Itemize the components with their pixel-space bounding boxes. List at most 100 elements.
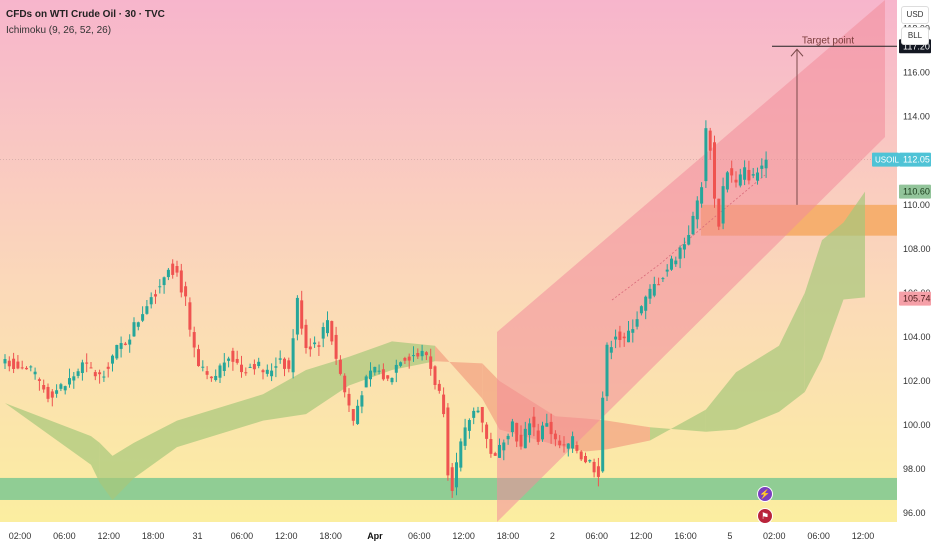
candle[interactable]	[700, 182, 704, 208]
candle[interactable]	[390, 377, 394, 385]
candle[interactable]	[747, 160, 751, 185]
candle[interactable]	[98, 369, 102, 384]
candle[interactable]	[244, 367, 248, 376]
candle[interactable]	[261, 368, 265, 380]
candle[interactable]	[252, 359, 256, 375]
indicator-legend[interactable]: Ichimoku (9, 26, 52, 26)	[6, 25, 112, 36]
candle[interactable]	[553, 430, 557, 447]
candle[interactable]	[356, 399, 360, 425]
candle[interactable]	[485, 422, 489, 449]
candle[interactable]	[420, 344, 424, 361]
candle[interactable]	[334, 326, 338, 365]
candle[interactable]	[476, 406, 480, 414]
unit-button[interactable]: BLL	[901, 27, 929, 45]
candle[interactable]	[412, 346, 415, 362]
candle[interactable]	[652, 276, 656, 298]
candle[interactable]	[386, 375, 390, 382]
candle[interactable]	[3, 354, 7, 369]
candle[interactable]	[424, 351, 428, 361]
candle[interactable]	[158, 279, 162, 294]
candle[interactable]	[300, 290, 304, 335]
candle[interactable]	[377, 364, 381, 375]
candle[interactable]	[618, 325, 622, 348]
candle[interactable]	[493, 451, 497, 456]
candle[interactable]	[274, 357, 278, 378]
candle[interactable]	[166, 267, 170, 281]
candle[interactable]	[571, 431, 575, 453]
candle[interactable]	[123, 341, 127, 346]
candle[interactable]	[717, 198, 721, 231]
candle[interactable]	[407, 353, 411, 369]
candle[interactable]	[730, 160, 734, 183]
candle[interactable]	[429, 348, 433, 376]
candle[interactable]	[321, 322, 325, 348]
candle[interactable]	[360, 391, 364, 414]
candle[interactable]	[541, 421, 544, 442]
candle[interactable]	[601, 391, 605, 473]
candle[interactable]	[510, 418, 514, 437]
candle[interactable]	[442, 387, 446, 418]
candle[interactable]	[670, 255, 673, 271]
candle[interactable]	[162, 276, 166, 294]
candle[interactable]	[687, 225, 691, 246]
candle[interactable]	[592, 458, 596, 478]
candle[interactable]	[270, 363, 274, 382]
candle[interactable]	[29, 365, 33, 372]
candle[interactable]	[149, 292, 153, 309]
candle[interactable]	[751, 167, 755, 179]
candle[interactable]	[351, 409, 355, 426]
candle[interactable]	[631, 319, 635, 343]
candle[interactable]	[743, 160, 747, 186]
candle[interactable]	[240, 355, 243, 378]
candle[interactable]	[450, 462, 454, 498]
candle[interactable]	[674, 256, 678, 267]
candle[interactable]	[459, 438, 463, 472]
candle[interactable]	[545, 413, 549, 427]
candle[interactable]	[85, 353, 89, 373]
candle[interactable]	[55, 384, 59, 398]
candle[interactable]	[519, 425, 523, 450]
candle[interactable]	[364, 374, 368, 388]
candle[interactable]	[347, 388, 351, 413]
candle[interactable]	[433, 365, 437, 390]
candle[interactable]	[489, 432, 493, 458]
candle[interactable]	[588, 459, 592, 463]
candle[interactable]	[330, 320, 334, 345]
candle[interactable]	[713, 135, 716, 208]
channel-band[interactable]	[497, 0, 885, 522]
candle[interactable]	[528, 418, 532, 443]
candle[interactable]	[37, 377, 41, 391]
candle[interactable]	[248, 363, 252, 369]
price-tag-low[interactable]: 105.74	[899, 291, 931, 306]
candle[interactable]	[265, 364, 269, 377]
candle[interactable]	[76, 368, 80, 379]
candle[interactable]	[179, 263, 183, 298]
candle[interactable]	[192, 326, 196, 358]
candle[interactable]	[171, 259, 175, 279]
candle[interactable]	[12, 352, 16, 374]
candle[interactable]	[665, 264, 669, 277]
candle[interactable]	[644, 295, 648, 320]
candle[interactable]	[218, 363, 222, 383]
candle[interactable]	[467, 418, 471, 439]
candle[interactable]	[222, 353, 226, 377]
candle[interactable]	[106, 362, 110, 378]
candle[interactable]	[756, 167, 759, 185]
candle[interactable]	[506, 433, 510, 445]
lightning-icon[interactable]: ⚡	[757, 486, 773, 502]
candle[interactable]	[480, 406, 484, 433]
candle[interactable]	[472, 407, 476, 425]
candle[interactable]	[197, 344, 200, 367]
candle[interactable]	[558, 435, 562, 449]
candle[interactable]	[20, 360, 24, 370]
candle[interactable]	[16, 355, 20, 370]
candle[interactable]	[721, 177, 725, 230]
candle[interactable]	[201, 360, 205, 372]
candle[interactable]	[562, 436, 566, 453]
candle[interactable]	[579, 450, 583, 461]
candle[interactable]	[154, 289, 157, 304]
candle[interactable]	[326, 311, 329, 337]
candle[interactable]	[648, 284, 652, 304]
us-flag-icon[interactable]: ⚑	[757, 508, 773, 524]
candle[interactable]	[115, 344, 119, 360]
